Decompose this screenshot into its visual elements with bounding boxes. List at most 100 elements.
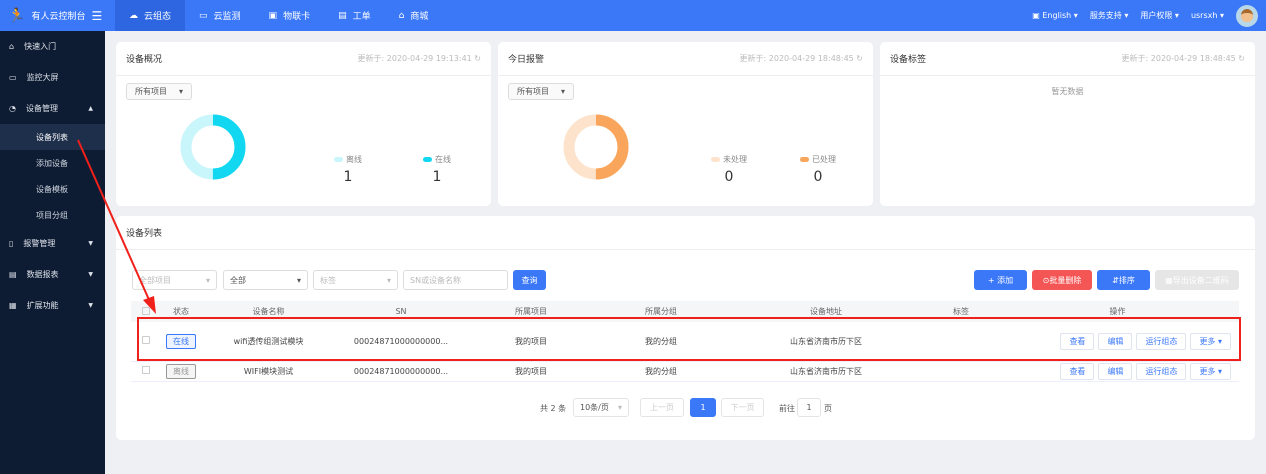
caret-down-icon: ▼ <box>88 302 93 309</box>
sidebar-subitem-1[interactable]: 添加设备 <box>36 158 68 168</box>
home-icon: ⌂ <box>9 42 15 51</box>
device-project: 我的项目 <box>466 322 596 362</box>
alarms-card: 今日报警 更新于: 2020-04-29 18:48:45 ↻ 所有项目 ▾ 未处理… <box>498 42 873 206</box>
prev-page-button[interactable]: 上一页 <box>640 398 684 417</box>
cloud-icon: ☁ <box>129 10 138 21</box>
column-header: 状态 <box>161 301 201 322</box>
avatar[interactable] <box>1236 4 1258 27</box>
support-menu[interactable]: 服务支持 ▾ <box>1089 11 1129 20</box>
alarm-icon: ▯ <box>9 239 14 248</box>
sidebar-subitem-2[interactable]: 设备模板 <box>36 184 68 194</box>
add-button[interactable]: + 添加 <box>974 270 1027 290</box>
more-button[interactable]: 更多 ▾ <box>1190 332 1231 350</box>
sidebar: ⌂ 快速入门 ▭ 监控大屏 ◔ 设备管理 ▲ 设备列表添加设备设备模板项目分组 ▯ 报警管理 ▼ ▤ 数… <box>0 31 105 474</box>
updated-time[interactable]: 更新于: 2020-04-29 18:48:45 ↻ <box>739 54 863 63</box>
device-sn: 00024871000000000... <box>336 361 466 382</box>
export-qr-button[interactable]: ▦ 导出设备二维码 <box>1155 270 1239 290</box>
view-button[interactable]: 查看 <box>1060 362 1095 380</box>
column-header: 所属分组 <box>596 301 726 322</box>
tags-card: 设备标签 更新于: 2020-04-29 18:48:45 ↻ 暂无数据 <box>880 42 1255 206</box>
select-all-checkbox[interactable] <box>142 306 150 315</box>
device-address: 山东省济南市历下区 <box>726 361 926 382</box>
search-input[interactable]: SN或设备名称 <box>403 270 508 290</box>
alarms-donut <box>563 114 629 180</box>
legend-processed: 已处理 0 <box>800 154 836 185</box>
column-header: 操作 <box>996 301 1239 322</box>
logo[interactable]: 🏃 有人云控制台 ☰ <box>0 8 115 24</box>
app-title: 有人云控制台 <box>31 12 86 22</box>
sidebar-item-4[interactable]: ▤ 数据报表 ▼ <box>9 270 93 279</box>
card-title: 设备概况 <box>126 55 163 65</box>
edit-button[interactable]: 编辑 <box>1098 362 1133 380</box>
view-button[interactable]: 查看 <box>1060 332 1095 350</box>
column-header: 设备名称 <box>201 301 336 322</box>
overview-card: 设备概况 更新于: 2020-04-29 19:13:41 ↻ 所有项目 ▾ 离线 1… <box>116 42 491 206</box>
query-button[interactable]: 查询 <box>513 270 546 290</box>
store-icon: ⌂ <box>398 10 405 21</box>
table-row: 在线 wifi透传组测试模块 00024871000000000... 我的项目… <box>131 322 1239 362</box>
page-size-select[interactable]: 10条/页 ▾ <box>573 398 629 417</box>
card-title: 设备列表 <box>126 229 163 239</box>
menu-toggle-icon[interactable]: ☰ <box>91 8 103 23</box>
column-header: 所属项目 <box>466 301 596 322</box>
status-badge: 在线 <box>166 333 196 349</box>
goto-page-input[interactable]: 1 <box>797 398 821 417</box>
run-config-button[interactable]: 运行组态 <box>1136 332 1187 350</box>
device-name: WIFI模块测试 <box>201 361 336 382</box>
nav-tab-1[interactable]: ▭ 云监测 <box>199 10 241 23</box>
caret-down-icon: ▼ <box>88 240 93 247</box>
next-page-button[interactable]: 下一页 <box>721 398 764 417</box>
goto-label: 前往 <box>779 404 795 413</box>
user-menu[interactable]: usrsxh ▾ <box>1190 11 1224 20</box>
caret-down-icon: ▼ <box>88 271 93 278</box>
sidebar-item-3[interactable]: ▯ 报警管理 ▼ <box>9 239 93 248</box>
run-config-button[interactable]: 运行组态 <box>1136 362 1187 380</box>
nav-tab-4[interactable]: ⌂ 商城 <box>398 10 429 23</box>
device-name: wifi透传组测试模块 <box>201 322 336 362</box>
nav-tab-3[interactable]: ▤ 工单 <box>338 10 371 23</box>
sidebar-item-1[interactable]: ▭ 监控大屏 <box>9 73 59 82</box>
row-checkbox[interactable] <box>142 336 150 345</box>
column-header: 设备地址 <box>726 301 926 322</box>
device-address: 山东省济南市历下区 <box>726 322 926 362</box>
nav-tab-0[interactable]: ☁ 云组态 <box>115 0 186 31</box>
sidebar-item-0[interactable]: ⌂ 快速入门 <box>9 42 57 51</box>
page-1-button[interactable]: 1 <box>690 398 716 417</box>
device-group: 我的分组 <box>596 322 726 362</box>
project-select[interactable]: 所有项目 ▾ <box>508 83 575 100</box>
updated-time[interactable]: 更新于: 2020-04-29 18:48:45 ↻ <box>1121 54 1245 63</box>
nav-tab-2[interactable]: ▣ 物联卡 <box>268 10 311 23</box>
permissions-menu[interactable]: 用户权限 ▾ <box>1140 11 1179 20</box>
language-switch[interactable]: ▣ English ▾ <box>1032 11 1078 20</box>
column-header: SN <box>336 301 466 322</box>
more-button[interactable]: 更多 ▾ <box>1190 362 1231 380</box>
device-icon: ◔ <box>9 104 16 113</box>
project-select[interactable]: 所有项目 ▾ <box>126 83 193 100</box>
top-bar: 🏃 有人云控制台 ☰ ☁ 云组态 ▭ 云监测 ▣ 物联卡 ▤ 工单 ⌂ 商城 ▣ English … <box>0 0 1266 31</box>
row-checkbox[interactable] <box>142 366 150 374</box>
status-filter[interactable]: 全部 ▾ <box>223 270 308 290</box>
legend-unprocessed: 未处理 0 <box>711 154 747 185</box>
sidebar-item-5[interactable]: ▦ 扩展功能 ▼ <box>9 301 93 310</box>
project-filter[interactable]: 全部项目 ▾ <box>132 270 217 290</box>
status-badge: 离线 <box>166 363 196 379</box>
extension-icon: ▦ <box>9 301 17 310</box>
device-table: 状态 设备名称 SN 所属项目 所属分组 设备地址 标签 操作 在线 wifi透传组测试模块 … <box>131 301 1239 382</box>
card-title: 设备标签 <box>890 55 927 65</box>
updated-time[interactable]: 更新于: 2020-04-29 19:13:41 ↻ <box>357 54 481 63</box>
sim-card-icon: ▣ <box>268 10 278 21</box>
sidebar-subitem-3[interactable]: 项目分组 <box>36 210 68 220</box>
sort-button[interactable]: ⇵ 排序 <box>1097 270 1150 290</box>
tag-filter[interactable]: 标签 ▾ <box>313 270 398 290</box>
monitor-icon: ▭ <box>199 10 208 21</box>
monitor-icon: ▭ <box>9 73 17 82</box>
batch-delete-button[interactable]: ⊙ 批量删除 <box>1032 270 1092 290</box>
online-slice <box>180 114 246 180</box>
legend-offline: 离线 1 <box>334 154 362 185</box>
edit-button[interactable]: 编辑 <box>1098 332 1133 350</box>
logo-icon: 🏃 <box>8 7 26 24</box>
sidebar-subitem-0[interactable]: 设备列表 <box>0 124 105 150</box>
page-suffix: 页 <box>824 404 832 413</box>
ticket-icon: ▤ <box>338 10 347 21</box>
sidebar-item-2[interactable]: ◔ 设备管理 ▲ <box>9 104 93 113</box>
